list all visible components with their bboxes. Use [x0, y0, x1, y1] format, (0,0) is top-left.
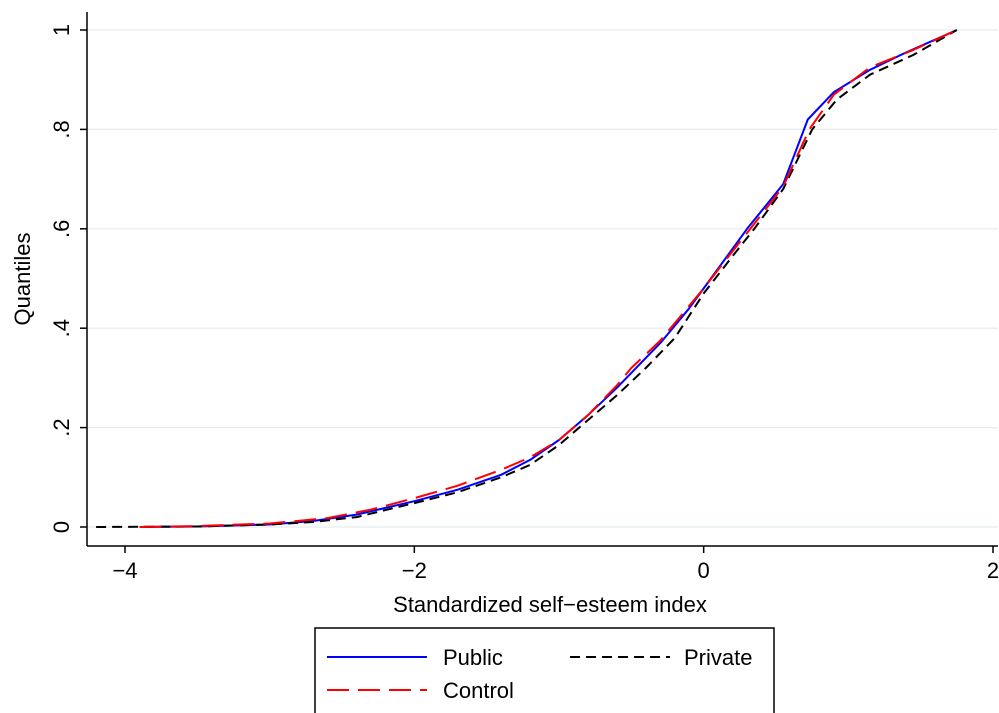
- y-tick-label-3: .6: [49, 220, 74, 238]
- x-tick-label-2: 0: [698, 558, 710, 583]
- legend: Public Private Control: [314, 627, 775, 713]
- y-tick-label-5: 1: [49, 24, 74, 36]
- series-line-public: [139, 29, 958, 528]
- y-tick-label-2: .4: [49, 319, 74, 337]
- y-tick-label-0: 0: [49, 521, 74, 533]
- legend-box: [314, 627, 775, 713]
- series-group: [96, 29, 958, 528]
- x-axis-ticks: −4 −2 0 2: [112, 546, 999, 583]
- legend-label-control: Control: [443, 678, 514, 703]
- grid-lines: [88, 29, 998, 528]
- series-line-control: [139, 29, 958, 528]
- y-axis-ticks: 0 .2 .4 .6 .8 1: [49, 24, 87, 533]
- y-tick-label-1: .2: [49, 418, 74, 436]
- x-tick-label-0: −4: [112, 558, 137, 583]
- series-line-private: [96, 29, 958, 528]
- y-tick-label-4: .8: [49, 120, 74, 138]
- y-axis-label: Quantiles: [10, 233, 35, 326]
- x-tick-label-1: −2: [402, 558, 427, 583]
- legend-label-public: Public: [443, 645, 503, 670]
- x-tick-label-3: 2: [987, 558, 999, 583]
- x-axis-label: Standardized self−esteem index: [393, 592, 707, 617]
- legend-label-private: Private: [684, 645, 752, 670]
